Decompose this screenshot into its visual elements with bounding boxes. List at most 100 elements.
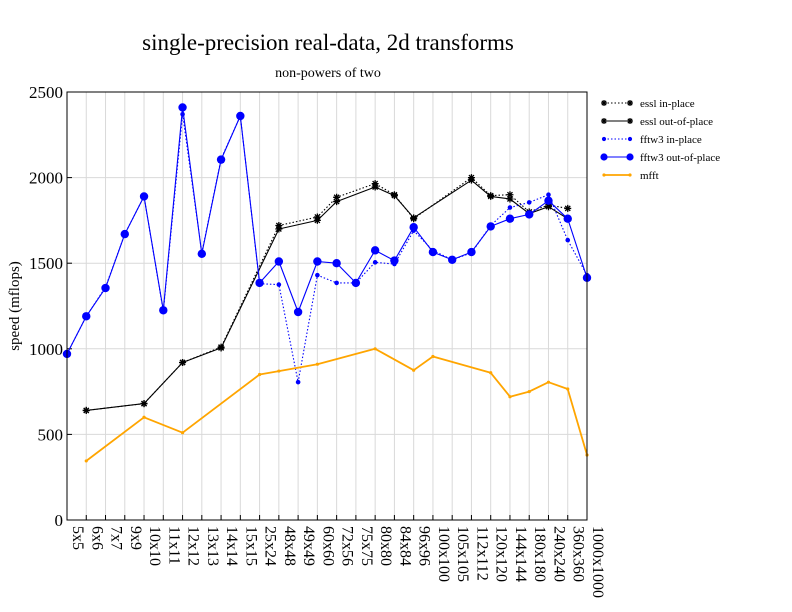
series-fftw3-in-place <box>64 111 590 385</box>
data-point-s4-p10 <box>257 372 262 377</box>
x-tick-label: 13x13 <box>204 526 221 566</box>
series-layer <box>62 103 592 463</box>
x-tick-label: 180x180 <box>531 526 548 582</box>
data-point-s3-p24 <box>525 210 534 219</box>
data-point-s3-p21 <box>467 247 476 257</box>
y-tick-label: 1000 <box>29 340 63 359</box>
data-point-s1-p11 <box>275 225 283 233</box>
data-point-s2-p26 <box>565 237 571 243</box>
x-tick-label: 84x84 <box>396 526 413 566</box>
data-point-s3-p25 <box>544 196 553 205</box>
data-point-s3-p19 <box>428 247 438 257</box>
data-point-s1-p25 <box>544 203 552 211</box>
x-tick-label: 100x100 <box>435 526 452 582</box>
data-point-s1-plega <box>601 118 607 124</box>
data-point-s0-p14 <box>333 193 341 201</box>
legend-marker <box>627 136 633 142</box>
x-tick-label: 7x7 <box>108 526 125 550</box>
chart-title: single-precision real-data, 2d transform… <box>142 30 514 55</box>
data-point-s0-p23 <box>506 191 514 199</box>
data-point-s3-p1 <box>82 312 91 321</box>
data-point-s1-p13 <box>313 216 321 224</box>
data-point-s1-p1 <box>82 406 90 414</box>
data-point-s3-p12 <box>293 307 303 317</box>
legend-marker <box>600 153 608 161</box>
x-tick-label: 1000x1000 <box>589 526 606 598</box>
data-point-s3-p8 <box>216 155 226 164</box>
y-tick-label: 2000 <box>29 169 63 188</box>
data-point-s2-p14 <box>334 280 339 286</box>
data-point-s2-p12 <box>295 379 301 385</box>
x-tick-label: 96x96 <box>416 526 433 566</box>
data-point-s2-p23 <box>507 205 513 210</box>
data-point-s4-p13 <box>315 362 319 366</box>
data-point-s0-p26 <box>564 204 572 212</box>
data-point-s1-p8 <box>217 344 225 352</box>
plot-frame <box>66 91 588 521</box>
x-tick-label: 48x48 <box>281 526 298 566</box>
x-axis-ticks: 5x5 6x6 7x7 9x9 10x10 11x11 12x12 13x13 14x14 15x… <box>66 515 606 598</box>
data-point-s4-p16 <box>373 347 377 351</box>
x-tick-label: 360x360 <box>570 526 587 582</box>
legend-entry-essl-out-of-place: essl out-of-place <box>601 116 713 128</box>
x-tick-label: 6x6 <box>88 526 105 550</box>
legend-label: essl in-place <box>640 98 695 110</box>
data-point-s4-p18 <box>412 368 416 372</box>
x-tick-label: 14x14 <box>223 526 240 566</box>
x-tick-label: 112x112 <box>473 526 490 581</box>
data-point-s3-p4 <box>139 192 149 201</box>
legend-marker <box>602 173 606 177</box>
y-axis-label: speed (mflops) <box>7 261 23 351</box>
data-point-s4-p22 <box>489 371 493 375</box>
legend-entry-mfft: mfft <box>602 170 659 182</box>
x-tick-label: 9x9 <box>127 526 144 550</box>
x-tick-label: 240x240 <box>550 526 567 582</box>
y-tick-label: 2500 <box>29 83 63 102</box>
legend-label: fftw3 in-place <box>640 134 702 146</box>
chart-subtitle: non-powers of two <box>275 66 381 81</box>
data-point-s2-p24 <box>526 200 532 205</box>
data-point-s3-p13 <box>313 257 322 266</box>
data-point-s4-p1 <box>84 459 88 463</box>
series-line-3 <box>66 106 588 355</box>
series-line-1 <box>86 179 568 411</box>
data-point-s3-p23 <box>505 214 515 223</box>
x-tick-label: 5x5 <box>69 526 86 550</box>
data-point-s1-p4 <box>140 400 148 408</box>
data-point-s3-p10 <box>255 278 264 288</box>
legend-entry-fftw3-out-of-place: fftw3 out-of-place <box>600 152 720 164</box>
data-point-s1-p22 <box>487 192 495 200</box>
x-tick-label: 72x56 <box>339 526 356 566</box>
data-point-s1-p17 <box>390 192 398 200</box>
data-point-s4-p19 <box>431 354 435 359</box>
x-tick-label: 10x10 <box>146 526 163 566</box>
x-tick-label: 144x144 <box>512 526 529 582</box>
x-tick-label: 120x120 <box>493 526 510 582</box>
data-point-s1-p23 <box>506 195 514 203</box>
data-point-s4-p6 <box>180 431 185 435</box>
x-tick-label: 25x24 <box>262 526 279 566</box>
data-point-s2-p13 <box>315 272 320 278</box>
legend-label: mfft <box>640 170 659 182</box>
data-point-s1-p16 <box>371 183 379 191</box>
data-point-s4-p11 <box>277 369 281 373</box>
series-line-0 <box>86 177 568 411</box>
data-point-s2-p25 <box>546 192 551 198</box>
data-point-s3-p20 <box>447 255 457 264</box>
legend-entry-fftw3-in-place: fftw3 in-place <box>601 134 702 146</box>
series-mfft <box>84 347 589 463</box>
x-tick-label: 49x49 <box>300 526 317 566</box>
data-point-s4-p24 <box>527 390 531 394</box>
x-tick-label: 15x15 <box>242 526 259 566</box>
data-point-s0-plegb <box>627 100 633 106</box>
legend-label: essl out-of-place <box>640 116 713 128</box>
data-point-s3-p17 <box>390 256 399 265</box>
data-point-s4-p4 <box>142 415 146 419</box>
series-essl-out-of-place <box>82 176 572 414</box>
data-point-s1-plegb <box>627 118 633 124</box>
data-point-s3-p7 <box>197 249 207 258</box>
y-tick-label: 1500 <box>29 254 63 273</box>
data-point-s4-p26 <box>566 387 570 391</box>
data-point-s3-p22 <box>486 222 495 231</box>
